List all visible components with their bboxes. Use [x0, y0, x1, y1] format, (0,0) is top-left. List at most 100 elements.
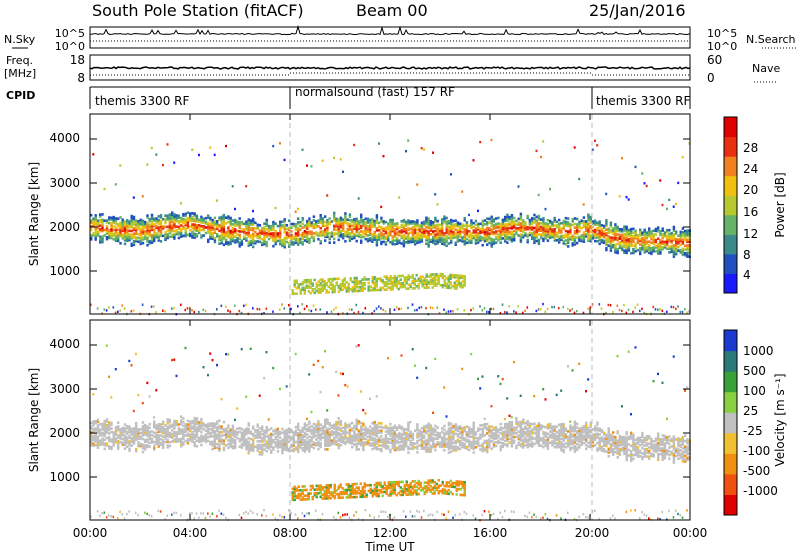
power-cell — [135, 225, 138, 228]
velocity-cell — [108, 432, 111, 435]
power-cell — [614, 234, 617, 237]
nave-right-tick-top: 60 — [707, 53, 722, 67]
velocity-cell — [166, 431, 169, 434]
power-cell — [92, 234, 95, 237]
power-cell — [211, 224, 214, 228]
power-cell — [231, 226, 235, 230]
velocity-cell — [119, 429, 122, 433]
power-cell — [510, 239, 514, 243]
velocity-cell — [310, 410, 313, 414]
power-cell — [567, 245, 570, 248]
power-cell — [209, 233, 212, 237]
velocity-cell — [168, 441, 172, 444]
power-cell — [202, 228, 205, 232]
power-cell — [112, 306, 115, 309]
velocity-cell — [393, 433, 397, 437]
power-cell — [306, 238, 309, 241]
power-cell — [417, 283, 420, 286]
power-cell — [435, 282, 438, 285]
power-cell — [578, 222, 581, 226]
power-cell — [184, 218, 187, 221]
power-cell — [180, 216, 183, 220]
velocity-cell — [321, 436, 325, 439]
velocity-cell — [396, 448, 399, 452]
power-cell — [429, 223, 433, 227]
power-cell — [274, 229, 277, 233]
velocity-cell — [409, 436, 412, 439]
power-cell — [474, 223, 478, 227]
power-cell — [346, 218, 349, 222]
power-cell — [639, 248, 642, 252]
power-cell — [243, 304, 245, 307]
power-cell — [227, 243, 230, 246]
velocity-cell — [357, 440, 361, 444]
power-cell — [353, 282, 356, 285]
power-cell — [519, 235, 523, 238]
power-cell — [301, 286, 304, 290]
velocity-cell — [330, 433, 334, 437]
velocity-cell — [375, 440, 379, 444]
power-cell — [439, 274, 442, 278]
power-cell — [220, 221, 223, 224]
velocity-cell — [409, 441, 412, 445]
power-cell — [357, 235, 361, 238]
velocity-cell — [416, 434, 419, 437]
velocity-cell — [384, 435, 388, 439]
power-cell — [373, 288, 376, 292]
power-cell — [433, 280, 436, 284]
power-cell — [92, 217, 95, 220]
power-cell — [130, 214, 133, 218]
power-cell — [417, 279, 420, 282]
velocity-cell — [297, 450, 300, 454]
power-cell — [492, 307, 495, 311]
power-cell — [650, 252, 653, 256]
power-cell — [634, 249, 637, 253]
power-cell — [193, 217, 196, 221]
power-cell — [560, 221, 563, 225]
power-cell — [347, 282, 350, 286]
power-cell — [403, 278, 406, 281]
velocity-cell — [130, 444, 133, 447]
power-colorbar: 4 8 12 16 20 24 28 Power [dB] — [723, 116, 787, 294]
power-cell — [220, 241, 223, 245]
velocity-cell — [373, 428, 376, 431]
power-cell — [384, 226, 388, 229]
power-cell — [301, 242, 304, 246]
power-cell — [240, 241, 244, 244]
velocity-cell — [162, 431, 165, 435]
power-cell — [220, 234, 223, 237]
power-cell — [132, 215, 136, 219]
velocity-cell — [110, 427, 113, 430]
power-cell — [108, 234, 111, 238]
power-cell — [317, 219, 320, 222]
velocity-cell — [198, 427, 201, 430]
velocity-cell — [391, 433, 394, 437]
power-cell — [452, 230, 455, 234]
velocity-cell — [337, 420, 340, 424]
velocity-cell — [216, 435, 219, 438]
power-cell — [488, 228, 491, 232]
power-cell — [605, 237, 608, 241]
power-cell — [677, 242, 680, 245]
power-cell — [365, 278, 368, 281]
power-ylabel: Slant Range [km] — [27, 162, 41, 266]
power-cell — [148, 229, 151, 232]
velocity-cell — [193, 416, 196, 420]
power-cell — [342, 227, 345, 231]
power-cell — [153, 232, 156, 235]
power-cell — [558, 237, 561, 240]
power-cell — [110, 236, 113, 240]
power-cell — [414, 226, 417, 229]
velocity-cell — [117, 428, 120, 432]
power-cell — [236, 233, 239, 236]
power-cell — [384, 237, 388, 241]
power-cell — [499, 234, 502, 237]
power-cell — [166, 225, 169, 229]
power-cell — [198, 153, 200, 157]
power-cell — [141, 225, 145, 228]
velocity-cell — [279, 430, 282, 434]
power-cell — [355, 239, 358, 243]
velocity-cell — [416, 432, 419, 435]
power-cell — [488, 221, 491, 224]
velocity-cell — [144, 424, 147, 427]
